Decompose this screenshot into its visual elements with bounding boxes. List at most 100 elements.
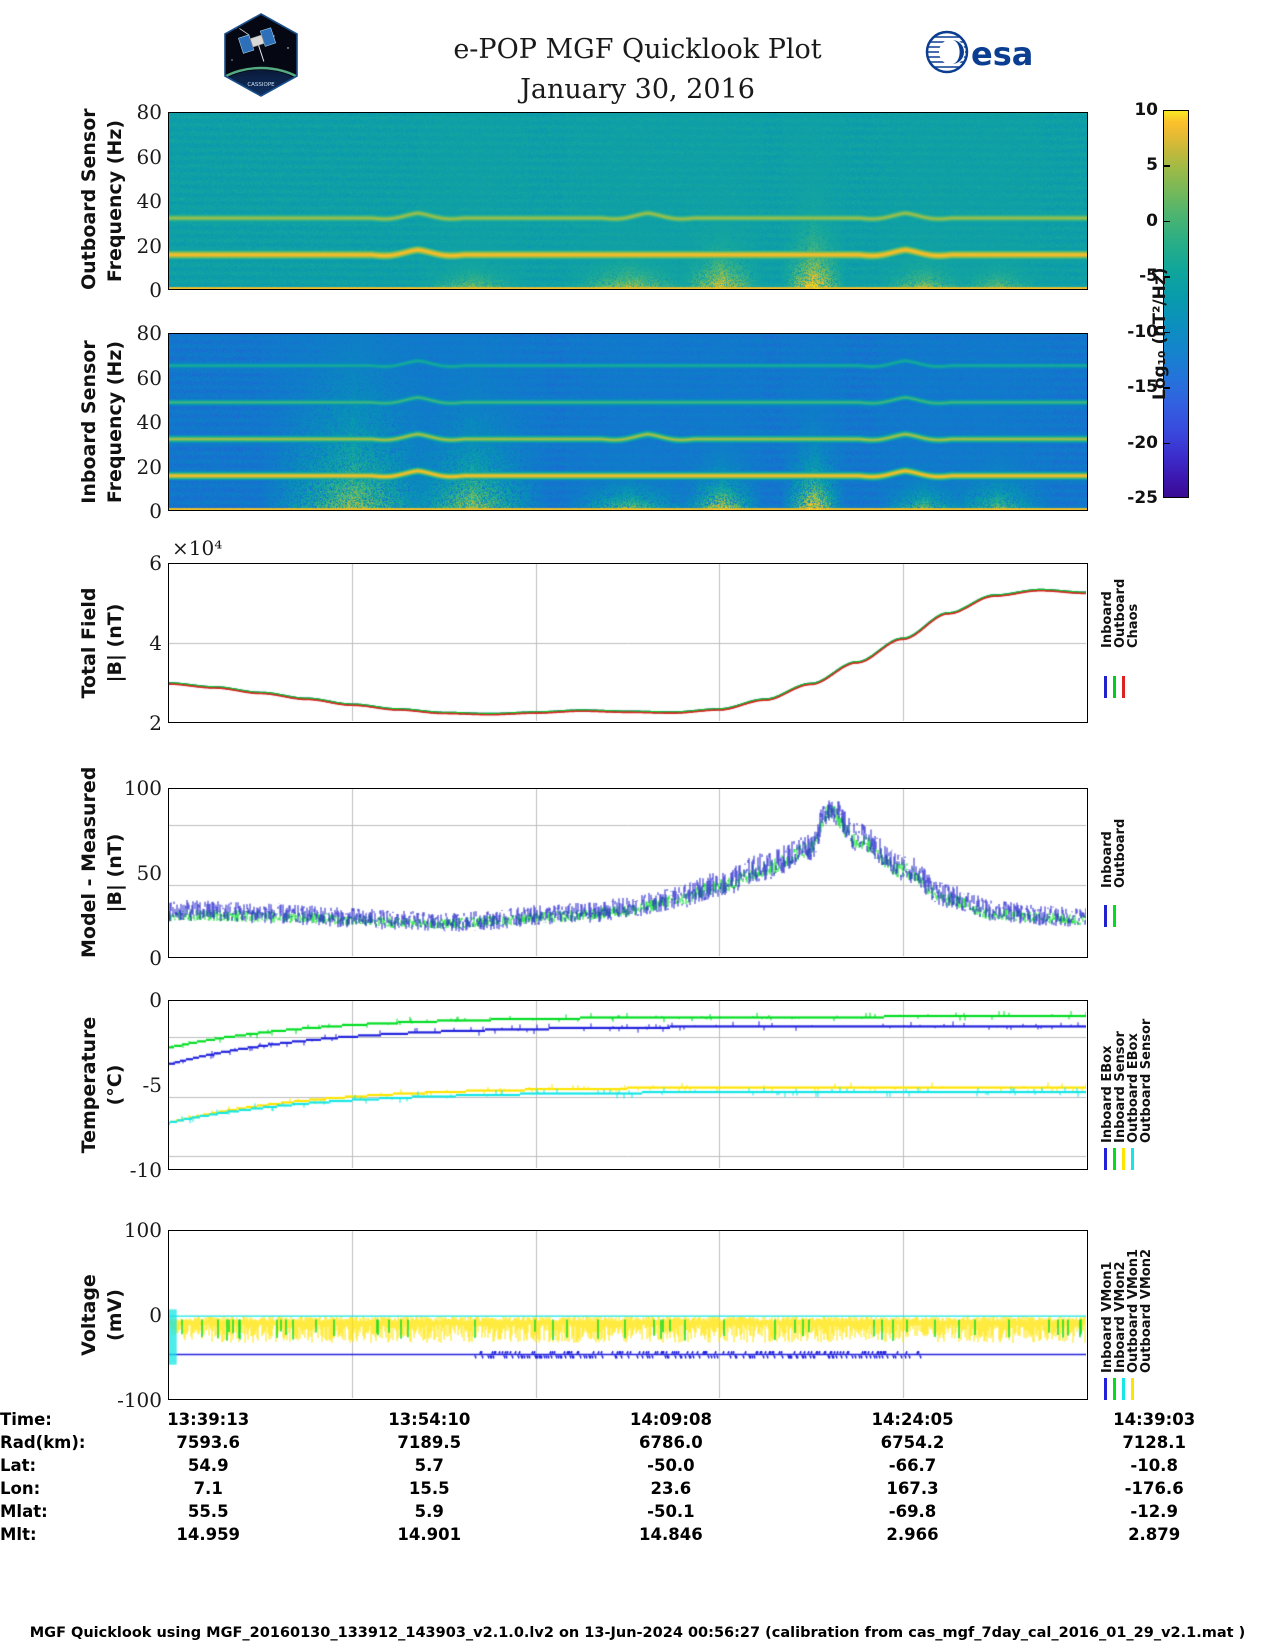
table-cell: 7.1	[193, 1479, 223, 1498]
table-row: Lat: 54.9 5.7 -50.0 -66.7 -10.8	[0, 1454, 1275, 1477]
legend-label: Outboard Sensor	[1139, 1018, 1154, 1143]
table-cell: 55.5	[187, 1502, 229, 1521]
page-title: e-POP MGF Quicklook Plot January 30, 201…	[0, 30, 1275, 110]
colorbar	[1163, 110, 1189, 498]
ephemeris-table: Time: 13:39:13 13:54:10 14:09:08 14:24:05 14:…	[0, 1408, 1275, 1546]
table-cell: 14:39:03	[1113, 1410, 1196, 1429]
table-row-label: Time:	[0, 1410, 52, 1429]
table-cell: 54.9	[187, 1456, 229, 1475]
legend-color-swatch	[1104, 905, 1107, 927]
title-line-1: e-POP MGF Quicklook Plot	[453, 34, 822, 65]
colorbar-tick-mark	[1163, 165, 1170, 168]
y-tick-label: 2	[149, 711, 162, 735]
y-tick-label: -100	[117, 1388, 162, 1412]
table-row: Rad(km): 7593.6 7189.5 6786.0 6754.2 7128.1	[0, 1431, 1275, 1454]
y-tick-label: 40	[136, 189, 162, 213]
temperature-plot	[169, 1001, 1086, 1168]
colorbar-tick-label: 10	[1134, 100, 1158, 120]
voltage-plot	[169, 1231, 1086, 1398]
table-cell: -69.8	[888, 1502, 937, 1521]
table-cell: 14.846	[639, 1525, 703, 1544]
y-tick-label: 6	[149, 551, 162, 575]
legend-color-swatch	[1104, 1378, 1107, 1400]
colorbar-tick-mark	[1163, 387, 1170, 389]
model-minus-measured-panel	[168, 788, 1088, 958]
colorbar-tick-label: -20	[1127, 432, 1158, 453]
y-tick-label: 60	[136, 144, 162, 169]
table-row: Mlat: 55.5 5.9 -50.1 -69.8 -12.9	[0, 1500, 1275, 1523]
esa-logo: esa	[925, 30, 1043, 74]
legend-color-swatch	[1104, 676, 1107, 698]
legend-color-swatch	[1104, 1148, 1107, 1170]
colorbar-tick-label: -5	[1139, 266, 1158, 287]
outboard-spectrogram-image	[169, 113, 1087, 289]
legend-color-swatch	[1131, 1148, 1134, 1170]
table-row-label: Lat:	[0, 1456, 37, 1475]
colorbar-tick-label: -25	[1127, 488, 1158, 508]
legend-label: Outboard VMon2	[1139, 1248, 1154, 1373]
table-cell: 6786.0	[639, 1433, 703, 1452]
y-tick-label: 4	[149, 631, 162, 655]
y-tick-label: 60	[136, 365, 162, 390]
svg-text:CASSIOPE: CASSIOPE	[247, 82, 275, 88]
y-tick-label: 80	[136, 100, 162, 124]
legend-color-swatch	[1131, 1378, 1134, 1400]
table-cell: 23.6	[650, 1479, 692, 1498]
legend-color-swatch	[1122, 676, 1125, 698]
table-cell: 7128.1	[1122, 1433, 1186, 1452]
y-tick-label: 100	[123, 776, 162, 800]
footer-text: MGF Quicklook using MGF_20160130_133912_…	[29, 1625, 1246, 1641]
colorbar-tick-mark	[1163, 220, 1170, 223]
y-tick-label: 0	[149, 946, 162, 970]
table-cell: 14.901	[397, 1525, 462, 1544]
outboard-spectrogram-panel	[168, 112, 1088, 290]
svg-text:esa: esa	[971, 35, 1033, 73]
cassiope-satellite-logo: CASSIOPE	[222, 12, 300, 98]
y-tick-label: 40	[136, 410, 162, 434]
table-cell: 7189.5	[397, 1433, 462, 1452]
table-cell: 13:39:13	[167, 1410, 250, 1429]
table-cell: -176.6	[1124, 1479, 1184, 1498]
table-row: Mlt: 14.959 14.901 14.846 2.966 2.879	[0, 1523, 1275, 1546]
y-tick-label: -5	[142, 1073, 162, 1097]
colorbar-tick-label: -15	[1127, 377, 1158, 398]
y-tick-label: 0	[149, 988, 162, 1012]
table-cell: 15.5	[408, 1479, 450, 1498]
table-cell: 14:24:05	[871, 1410, 954, 1429]
table-row-label: Mlat:	[0, 1502, 48, 1521]
table-cell: 13:54:10	[388, 1410, 471, 1429]
inboard-spectrogram-panel	[168, 333, 1088, 511]
table-cell: 14:09:08	[629, 1410, 712, 1429]
temperature-panel	[168, 1000, 1088, 1170]
y-tick-label: 20	[136, 454, 162, 479]
table-cell: 14.959	[176, 1525, 241, 1544]
y-tick-label: 0	[149, 278, 162, 302]
inboard-spectrogram-image	[169, 334, 1087, 510]
colorbar-tick-label: -10	[1127, 321, 1158, 342]
legend-color-swatch	[1113, 905, 1116, 927]
total-field-panel	[168, 563, 1088, 723]
total-field-exponent: ×10⁴	[172, 536, 223, 560]
table-cell: 5.7	[414, 1456, 444, 1475]
title-line-2: January 30, 2016	[520, 74, 755, 105]
y-tick-label: 50	[136, 861, 162, 885]
model-minus-measured-plot	[169, 789, 1086, 956]
table-cell: -10.8	[1130, 1456, 1178, 1475]
voltage-panel	[168, 1230, 1088, 1400]
legend-label: Outboard	[1113, 818, 1128, 888]
table-cell: 5.9	[414, 1502, 444, 1521]
y-tick-label: -10	[129, 1158, 162, 1182]
table-cell: 167.3	[886, 1479, 939, 1498]
colorbar-tick-label: 5	[1146, 155, 1158, 176]
legend-color-swatch	[1113, 1378, 1116, 1400]
table-cell: -50.1	[647, 1502, 695, 1521]
table-row-label: Lon:	[0, 1479, 41, 1498]
table-cell: -12.9	[1130, 1502, 1178, 1521]
legend-color-swatch	[1122, 1378, 1125, 1400]
table-row-label: Rad(km):	[0, 1433, 86, 1452]
table-row: Time: 13:39:13 13:54:10 14:09:08 14:24:05 14:…	[0, 1408, 1275, 1431]
table-cell: 6754.2	[880, 1433, 945, 1452]
colorbar-tick-mark	[1163, 442, 1170, 445]
table-cell: 2.966	[886, 1525, 939, 1544]
legend-color-swatch	[1122, 1148, 1125, 1170]
